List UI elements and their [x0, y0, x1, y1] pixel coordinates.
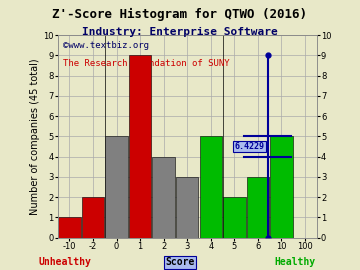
Bar [105, 136, 128, 238]
Text: The Research Foundation of SUNY: The Research Foundation of SUNY [63, 59, 229, 68]
Bar [58, 217, 81, 238]
Bar [129, 55, 151, 238]
Text: Unhealthy: Unhealthy [39, 257, 91, 267]
Text: Z'-Score Histogram for QTWO (2016): Z'-Score Histogram for QTWO (2016) [53, 8, 307, 21]
Bar [199, 136, 222, 238]
Bar [152, 157, 175, 238]
Y-axis label: Number of companies (45 total): Number of companies (45 total) [30, 58, 40, 215]
Text: ©www.textbiz.org: ©www.textbiz.org [63, 41, 149, 50]
Text: 6.4229: 6.4229 [234, 142, 264, 151]
Text: Score: Score [165, 257, 195, 267]
Bar [82, 197, 104, 238]
Text: Industry: Enterprise Software: Industry: Enterprise Software [82, 27, 278, 37]
Bar [176, 177, 198, 238]
Bar [247, 177, 269, 238]
Bar [223, 197, 246, 238]
Bar [270, 136, 293, 238]
Text: Healthy: Healthy [275, 257, 316, 267]
